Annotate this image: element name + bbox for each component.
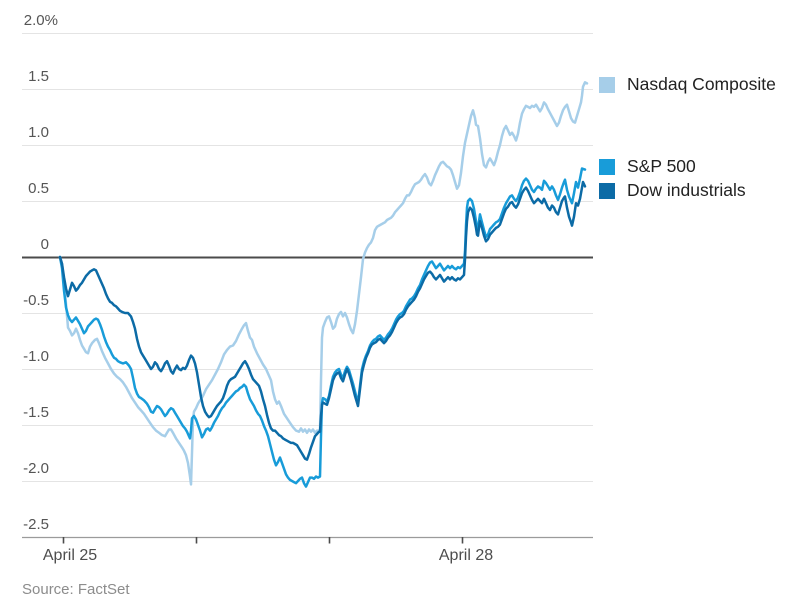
x-axis-label-april-25: April 25: [42, 547, 98, 564]
y-tick-label-1.5: 1.5: [28, 68, 49, 85]
y-tick-label--0.5: -0.5: [23, 292, 49, 309]
y-tick-label-2.0pct: 2.0%: [23, 12, 58, 29]
legend-item-s-p-500: S&P 500: [599, 156, 696, 177]
y-tick-label-0.5: 0.5: [28, 180, 49, 197]
legend-label: Dow industrials: [627, 180, 746, 200]
y-tick-label--1.0: -1.0: [23, 348, 49, 365]
y-tick-label--1.5: -1.5: [23, 404, 49, 421]
y-tick-label-1.0: 1.0: [28, 124, 49, 141]
legend-swatch-icon: [599, 158, 615, 175]
nasdaq-composite-line: [58, 81, 589, 486]
legend-swatch-icon: [599, 76, 615, 93]
legend-label: Nasdaq Composite: [627, 74, 776, 94]
dow-industrials-line: [58, 180, 587, 461]
legend-swatch-icon: [599, 182, 615, 199]
y-tick-label-0: 0: [40, 236, 49, 253]
legend-label: S&P 500: [627, 156, 696, 176]
legend-item-nasdaq-composite: Nasdaq Composite: [599, 74, 776, 95]
y-tick-label--2.5: -2.5: [23, 516, 49, 533]
x-axis-label-april-28: April 28: [438, 547, 494, 564]
source-note: Source: FactSet: [22, 581, 130, 598]
legend-item-dow-industrials: Dow industrials: [599, 180, 746, 201]
y-tick-label--2.0: -2.0: [23, 460, 49, 477]
